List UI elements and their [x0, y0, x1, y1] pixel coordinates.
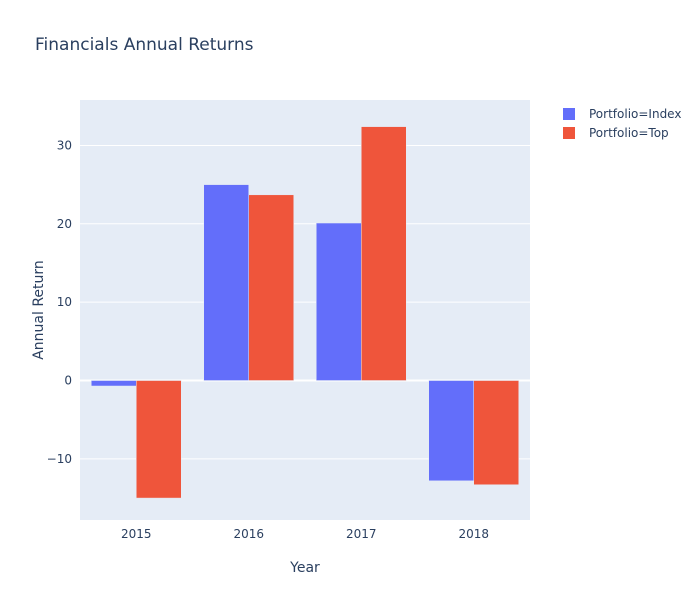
y-axis-title: Annual Return — [31, 260, 47, 360]
y-tick-label: 20 — [57, 217, 72, 231]
legend-swatch — [563, 127, 575, 139]
x-axis-title: Year — [289, 560, 320, 576]
chart-title: Financials Annual Returns — [35, 35, 254, 55]
bar — [91, 380, 137, 387]
bar — [473, 380, 519, 485]
y-tick-label: 0 — [64, 374, 72, 388]
bar — [316, 222, 362, 381]
legend-label: Portfolio=Top — [589, 126, 669, 140]
y-tick-label: 10 — [57, 295, 72, 309]
y-axis-tick-labels: −10 0 10 20 30 — [47, 138, 72, 465]
legend-swatch — [563, 108, 575, 120]
x-tick-label: 2015 — [121, 527, 152, 541]
bar — [136, 380, 182, 499]
y-tick-label: −10 — [47, 452, 72, 466]
bars — [91, 126, 519, 499]
x-tick-label: 2017 — [346, 527, 377, 541]
bar — [248, 194, 294, 381]
legend-label: Portfolio=Index — [589, 107, 681, 121]
bar — [428, 380, 474, 482]
bar — [361, 126, 407, 381]
x-tick-label: 2018 — [458, 527, 489, 541]
legend: Portfolio=Index Portfolio=Top — [563, 107, 681, 140]
x-tick-label: 2016 — [233, 527, 264, 541]
y-tick-label: 30 — [57, 138, 72, 152]
x-axis-tick-labels: 2015 2016 2017 2018 — [121, 527, 489, 541]
bar — [203, 184, 249, 381]
